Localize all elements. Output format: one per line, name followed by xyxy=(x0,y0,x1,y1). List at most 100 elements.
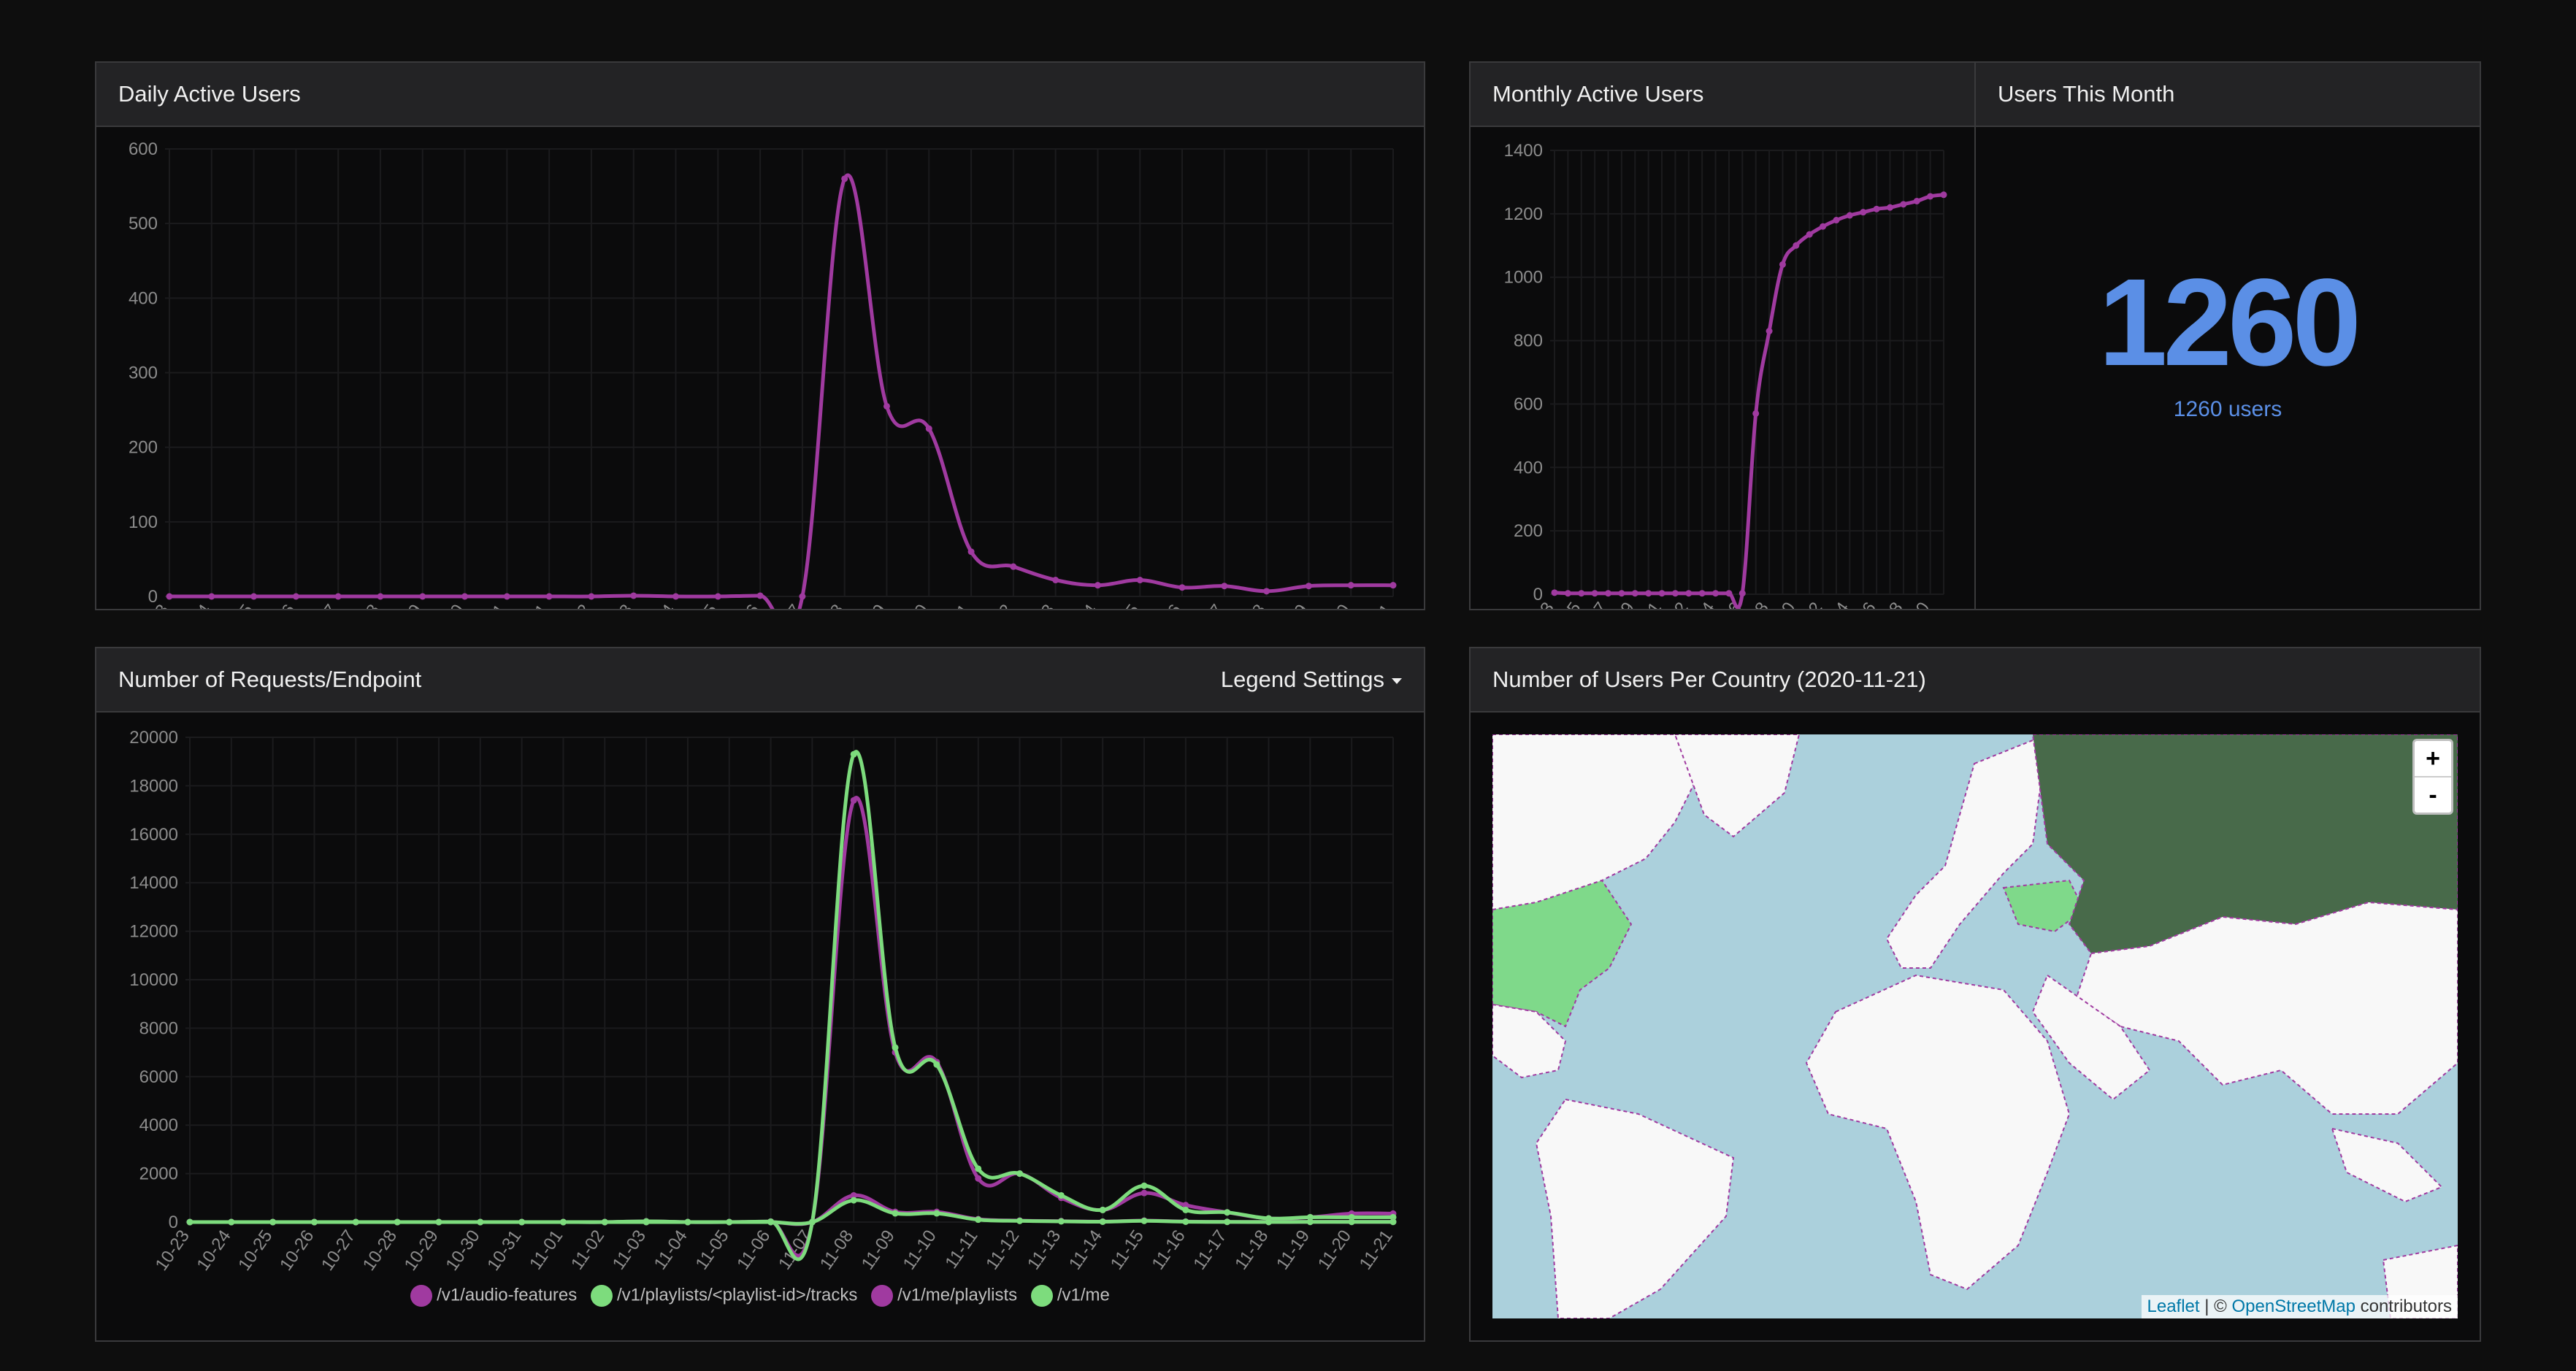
osm-link[interactable]: OpenStreetMap xyxy=(2231,1297,2355,1316)
data-point[interactable] xyxy=(1645,590,1652,597)
data-point[interactable] xyxy=(1605,590,1612,597)
data-point[interactable] xyxy=(808,1218,816,1226)
data-point[interactable] xyxy=(1913,197,1920,204)
data-point[interactable] xyxy=(892,1044,899,1051)
data-point[interactable] xyxy=(1793,242,1800,249)
data-point[interactable] xyxy=(1348,1218,1355,1226)
data-point[interactable] xyxy=(1178,584,1186,591)
data-point[interactable] xyxy=(1052,577,1059,584)
data-point[interactable] xyxy=(1016,1217,1024,1224)
data-point[interactable] xyxy=(1846,212,1853,219)
data-point[interactable] xyxy=(1057,1191,1065,1199)
data-point[interactable] xyxy=(643,1218,650,1226)
data-point[interactable] xyxy=(1136,577,1143,584)
data-point[interactable] xyxy=(1779,261,1786,268)
data-point[interactable] xyxy=(166,593,173,600)
data-point[interactable] xyxy=(630,592,637,599)
data-point[interactable] xyxy=(1671,590,1679,597)
data-point[interactable] xyxy=(1010,563,1017,570)
data-point[interactable] xyxy=(601,1218,608,1226)
data-point[interactable] xyxy=(967,548,975,556)
data-point[interactable] xyxy=(1712,590,1720,597)
data-point[interactable] xyxy=(850,1191,857,1199)
data-point[interactable] xyxy=(559,1218,567,1226)
data-point[interactable] xyxy=(377,593,384,600)
data-point[interactable] xyxy=(1860,209,1867,216)
data-point[interactable] xyxy=(1725,590,1733,597)
data-point[interactable] xyxy=(208,593,215,600)
data-point[interactable] xyxy=(892,1210,899,1217)
data-point[interactable] xyxy=(1833,217,1840,224)
data-point[interactable] xyxy=(1618,590,1625,597)
data-point[interactable] xyxy=(269,1218,277,1226)
leaflet-link[interactable]: Leaflet xyxy=(2147,1297,2200,1316)
data-point[interactable] xyxy=(1752,410,1760,417)
data-point[interactable] xyxy=(250,593,258,600)
data-point[interactable] xyxy=(1094,582,1101,589)
data-point[interactable] xyxy=(503,593,510,600)
data-point[interactable] xyxy=(1306,1213,1314,1221)
data-point[interactable] xyxy=(925,425,932,432)
data-point[interactable] xyxy=(1389,582,1397,589)
data-point[interactable] xyxy=(1766,328,1773,335)
data-point[interactable] xyxy=(334,593,342,600)
data-point[interactable] xyxy=(1182,1218,1189,1226)
data-point[interactable] xyxy=(186,1218,193,1226)
data-point[interactable] xyxy=(684,1218,691,1226)
data-point[interactable] xyxy=(1141,1189,1148,1197)
data-point[interactable] xyxy=(1631,590,1638,597)
data-point[interactable] xyxy=(1591,590,1598,597)
data-point[interactable] xyxy=(1564,590,1571,597)
data-point[interactable] xyxy=(1886,204,1893,211)
data-point[interactable] xyxy=(1940,191,1947,199)
data-point[interactable] xyxy=(883,402,890,410)
data-point[interactable] xyxy=(1182,1202,1189,1209)
data-point[interactable] xyxy=(1099,1218,1106,1226)
data-point[interactable] xyxy=(1820,223,1827,230)
data-point[interactable] xyxy=(228,1218,235,1226)
data-point[interactable] xyxy=(435,1218,442,1226)
data-point[interactable] xyxy=(756,592,764,599)
data-point[interactable] xyxy=(1182,1206,1189,1213)
data-point[interactable] xyxy=(1057,1218,1065,1225)
data-point[interactable] xyxy=(767,1218,775,1226)
data-point[interactable] xyxy=(292,593,299,600)
data-point[interactable] xyxy=(1658,590,1665,597)
data-point[interactable] xyxy=(1263,588,1270,595)
data-point[interactable] xyxy=(1685,590,1693,597)
data-point[interactable] xyxy=(726,1218,733,1226)
data-point[interactable] xyxy=(1016,1170,1024,1178)
data-point[interactable] xyxy=(461,593,469,600)
data-point[interactable] xyxy=(419,593,426,600)
data-point[interactable] xyxy=(1739,590,1746,597)
data-point[interactable] xyxy=(1806,231,1813,238)
zoom-out-button[interactable]: - xyxy=(2415,776,2451,813)
data-point[interactable] xyxy=(1348,1213,1355,1221)
legend-item[interactable]: /v1/audio-features xyxy=(410,1285,577,1307)
data-point[interactable] xyxy=(1224,1209,1231,1216)
data-point[interactable] xyxy=(850,1197,857,1204)
world-map[interactable]: + - Leaflet | © OpenStreetMap contributo… xyxy=(1492,734,2458,1318)
data-point[interactable] xyxy=(588,593,595,600)
data-point[interactable] xyxy=(672,593,680,600)
data-point[interactable] xyxy=(1873,205,1880,212)
data-point[interactable] xyxy=(1224,1218,1231,1226)
data-point[interactable] xyxy=(394,1218,401,1226)
data-point[interactable] xyxy=(1221,583,1228,590)
data-point[interactable] xyxy=(1265,1218,1273,1226)
data-point[interactable] xyxy=(352,1218,359,1226)
legend-item[interactable]: /v1/playlists/<playlist-id>/tracks xyxy=(590,1285,857,1307)
data-point[interactable] xyxy=(310,1218,318,1226)
data-point[interactable] xyxy=(933,1061,940,1068)
data-point[interactable] xyxy=(545,593,553,600)
data-point[interactable] xyxy=(518,1218,526,1226)
data-point[interactable] xyxy=(975,1216,982,1224)
data-point[interactable] xyxy=(1551,589,1558,596)
data-point[interactable] xyxy=(1306,1218,1314,1226)
data-point[interactable] xyxy=(1578,590,1585,597)
data-point[interactable] xyxy=(1900,201,1907,208)
data-point[interactable] xyxy=(975,1165,982,1172)
data-point[interactable] xyxy=(1347,582,1354,589)
zoom-in-button[interactable]: + xyxy=(2426,745,2440,772)
data-point[interactable] xyxy=(1389,1218,1397,1226)
